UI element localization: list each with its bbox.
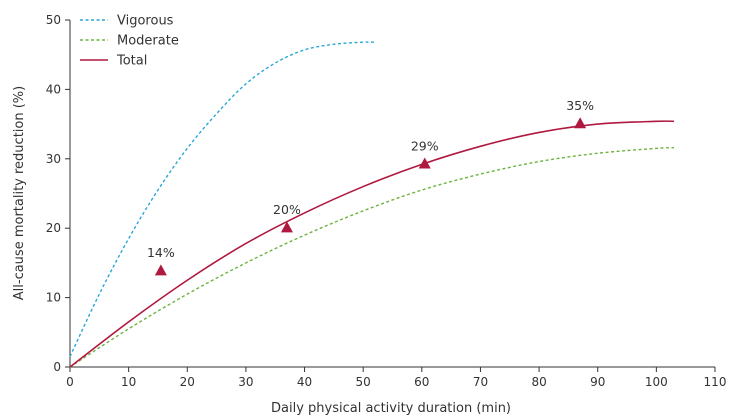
series-lines <box>69 41 674 368</box>
triangle-marker <box>574 117 587 129</box>
y-tick-label: 50 <box>46 13 61 27</box>
x-tick-label: 30 <box>238 375 253 389</box>
triangle-marker <box>418 157 431 169</box>
series-line-vigorous <box>69 41 375 357</box>
series-line-moderate <box>69 147 674 368</box>
y-tick-label: 10 <box>46 291 61 305</box>
y-axis-label: All-cause mortality reduction (%) <box>12 86 27 300</box>
x-tick-label: 40 <box>297 375 312 389</box>
y-tick-label: 30 <box>46 152 61 166</box>
x-axis-label: Daily physical activity duration (min) <box>271 401 511 416</box>
data-markers: 14% 20% 29% 35% <box>147 98 594 276</box>
triangle-marker <box>154 264 167 276</box>
data-label: 35% <box>566 98 594 113</box>
x-tick-label: 80 <box>531 375 546 389</box>
series-line-total <box>69 120 674 368</box>
legend: Vigorous Moderate Total <box>80 14 179 69</box>
x-tick-label: 50 <box>356 375 371 389</box>
x-tick-label: 70 <box>473 375 488 389</box>
x-tick-label: 90 <box>590 375 605 389</box>
axes: 0 10 20 30 40 50 60 70 80 90 100 110 0 10 20 30 40 50 <box>46 13 727 389</box>
data-label: 29% <box>411 138 439 153</box>
legend-label-vigorous: Vigorous <box>117 14 174 29</box>
y-tick-label: 40 <box>46 82 61 96</box>
y-tick-label: 20 <box>46 221 61 235</box>
x-tick-label: 10 <box>121 375 136 389</box>
legend-label-moderate: Moderate <box>117 34 179 49</box>
x-tick-label: 100 <box>645 375 668 389</box>
x-tick-label: 20 <box>180 375 195 389</box>
x-tick-label: 60 <box>414 375 429 389</box>
data-label: 14% <box>147 245 175 260</box>
data-label: 20% <box>273 202 301 217</box>
triangle-marker <box>280 221 293 233</box>
x-tick-label: 0 <box>66 375 74 389</box>
y-tick-label: 0 <box>53 360 61 374</box>
legend-label-total: Total <box>116 54 147 69</box>
x-tick-label: 110 <box>704 375 727 389</box>
